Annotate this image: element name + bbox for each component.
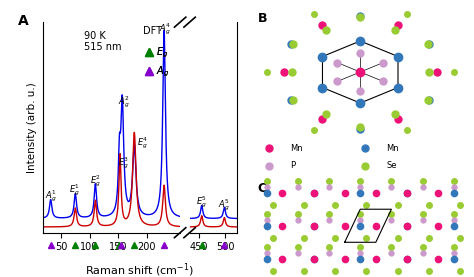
Text: Mn: Mn (386, 144, 399, 153)
Text: $A_g^4$: $A_g^4$ (159, 22, 172, 37)
Text: 90 K
515 nm: 90 K 515 nm (84, 30, 121, 52)
Text: $E_g^2$: $E_g^2$ (90, 173, 101, 189)
Text: $E_g^5$: $E_g^5$ (196, 195, 207, 210)
Text: $E_g^4$: $E_g^4$ (137, 135, 148, 151)
Text: $A_g^2$: $A_g^2$ (118, 94, 130, 110)
Text: $A_g^5$: $A_g^5$ (219, 198, 230, 213)
Text: Raman shift (cm$^{-1}$): Raman shift (cm$^{-1}$) (85, 261, 194, 277)
Text: Mn: Mn (291, 144, 303, 153)
Text: DFT: DFT (143, 26, 162, 36)
Text: C: C (257, 182, 266, 195)
Text: A: A (18, 14, 28, 28)
Text: $A_g^1$: $A_g^1$ (45, 188, 57, 204)
Y-axis label: Intensity (arb. u.): Intensity (arb. u.) (27, 82, 37, 173)
Text: $E_g^1$: $E_g^1$ (69, 183, 80, 198)
Text: Se: Se (386, 161, 397, 170)
Legend: $E_g$, $A_g$: $E_g$, $A_g$ (141, 42, 173, 83)
Text: $E_g^3$: $E_g^3$ (118, 155, 129, 171)
Text: P: P (291, 161, 296, 170)
Text: B: B (257, 12, 267, 25)
